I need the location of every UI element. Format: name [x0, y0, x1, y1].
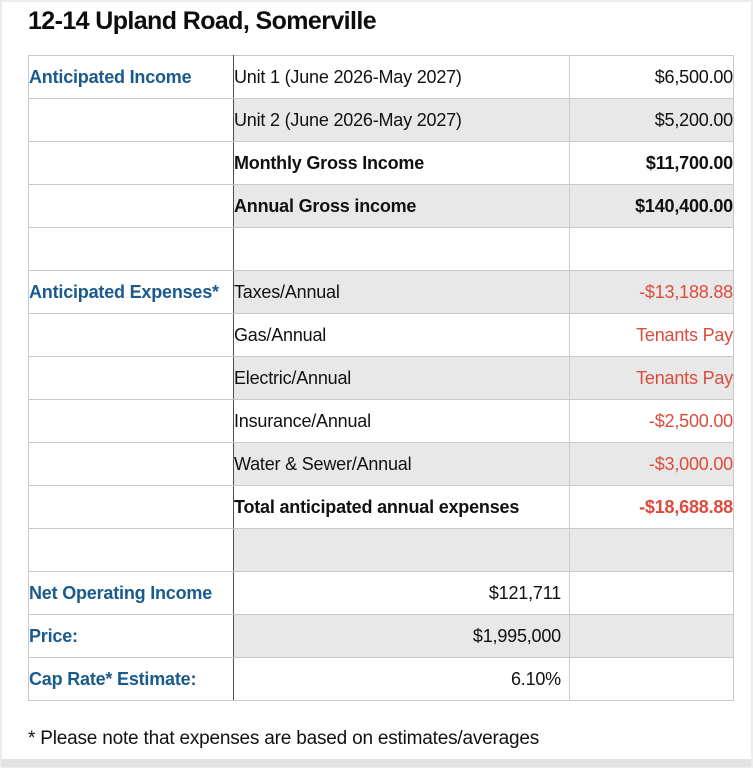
income-expense-table: Anticipated Income Unit 1 (June 2026-May… [28, 55, 734, 701]
value-empty [569, 571, 734, 615]
value-unit2: $5,200.00 [569, 98, 734, 142]
row-taxes: Anticipated Expenses* Taxes/Annual -$13,… [28, 270, 734, 314]
value-monthly-gross-income: $11,700.00 [569, 141, 734, 185]
row-insurance: Insurance/Annual -$2,500.00 [28, 399, 734, 443]
expenses-footnote: * Please note that expenses are based on… [28, 728, 540, 749]
item-taxes: Taxes/Annual [233, 270, 570, 314]
item-water-sewer: Water & Sewer/Annual [233, 442, 570, 486]
row-unit1: Anticipated Income Unit 1 (June 2026-May… [28, 55, 734, 99]
value-annual-gross-income: $140,400.00 [569, 184, 734, 228]
row-spacer-2 [28, 528, 734, 572]
item-annual-gross-income: Annual Gross income [233, 184, 570, 228]
row-gas: Gas/Annual Tenants Pay [28, 313, 734, 357]
section-label-empty [28, 227, 234, 271]
item-unit2: Unit 2 (June 2026-May 2027) [233, 98, 570, 142]
row-price: Price: $1,995,000 [28, 614, 734, 658]
section-label-empty [28, 399, 234, 443]
page-title: 12-14 Upland Road, Somerville [28, 7, 377, 35]
row-spacer-1 [28, 227, 734, 271]
item-insurance: Insurance/Annual [233, 399, 570, 443]
value-water-sewer: -$3,000.00 [569, 442, 734, 486]
section-label-empty [28, 528, 234, 572]
value-price: $1,995,000 [233, 614, 570, 658]
section-label-empty [28, 442, 234, 486]
section-label-empty [28, 184, 234, 228]
section-label-anticipated-income: Anticipated Income [28, 55, 234, 99]
row-annual-gross-income: Annual Gross income $140,400.00 [28, 184, 734, 228]
row-electric: Electric/Annual Tenants Pay [28, 356, 734, 400]
section-label-anticipated-expenses: Anticipated Expenses* [28, 270, 234, 314]
item-monthly-gross-income: Monthly Gross Income [233, 141, 570, 185]
value-taxes: -$13,188.88 [569, 270, 734, 314]
section-label-net-operating-income: Net Operating Income [28, 571, 234, 615]
row-cap-rate: Cap Rate* Estimate: 6.10% [28, 657, 734, 701]
section-label-empty [28, 356, 234, 400]
row-water-sewer: Water & Sewer/Annual -$3,000.00 [28, 442, 734, 486]
value-cap-rate: 6.10% [233, 657, 570, 701]
value-empty [569, 657, 734, 701]
section-label-empty [28, 141, 234, 185]
value-empty [569, 528, 734, 572]
value-gas: Tenants Pay [569, 313, 734, 357]
row-monthly-gross-income: Monthly Gross Income $11,700.00 [28, 141, 734, 185]
section-label-price: Price: [28, 614, 234, 658]
item-gas: Gas/Annual [233, 313, 570, 357]
row-total-expenses: Total anticipated annual expenses -$18,6… [28, 485, 734, 529]
value-empty [569, 614, 734, 658]
bottom-edge-strip [2, 759, 751, 767]
item-empty [233, 528, 570, 572]
value-electric: Tenants Pay [569, 356, 734, 400]
section-label-cap-rate: Cap Rate* Estimate: [28, 657, 234, 701]
section-label-empty [28, 485, 234, 529]
row-unit2: Unit 2 (June 2026-May 2027) $5,200.00 [28, 98, 734, 142]
row-net-operating-income: Net Operating Income $121,711 [28, 571, 734, 615]
value-insurance: -$2,500.00 [569, 399, 734, 443]
section-label-empty [28, 313, 234, 357]
value-total-expenses: -$18,688.88 [569, 485, 734, 529]
item-unit1: Unit 1 (June 2026-May 2027) [233, 55, 570, 99]
item-electric: Electric/Annual [233, 356, 570, 400]
value-net-operating-income: $121,711 [233, 571, 570, 615]
value-empty [569, 227, 734, 271]
section-label-empty [28, 98, 234, 142]
item-empty [233, 227, 570, 271]
value-unit1: $6,500.00 [569, 55, 734, 99]
item-total-expenses: Total anticipated annual expenses [233, 485, 570, 529]
